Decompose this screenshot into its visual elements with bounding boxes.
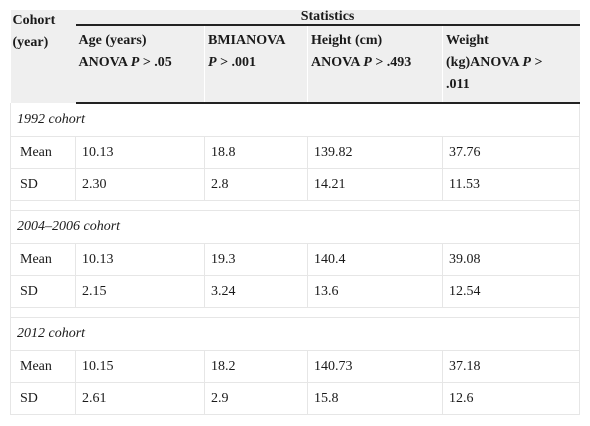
bmi-header-suffix: > .001 <box>216 55 257 70</box>
age-cell: 2.61 <box>75 382 205 415</box>
age-header-suffix: > .05 <box>139 55 172 70</box>
weight-cell: 39.08 <box>441 243 581 276</box>
table-row: Mean 10.13 18.8 139.82 37.76 <box>10 136 581 169</box>
bmi-cell: 18.2 <box>204 350 308 383</box>
weight-cell: 12.6 <box>441 382 581 415</box>
table-body: 1992 cohort Mean 10.13 18.8 139.82 37.76… <box>9 103 581 415</box>
row-label: SD <box>10 168 76 201</box>
age-header-p: P <box>130 55 140 70</box>
height-cell: 15.8 <box>307 382 443 415</box>
spacer-cell <box>9 200 581 211</box>
table-header: Cohort (year) Statistics Age (years) ANO… <box>10 10 580 104</box>
age-cell: 10.13 <box>75 136 205 169</box>
row-label: Mean <box>10 243 76 276</box>
age-cell: 2.15 <box>75 275 205 308</box>
cohort-year-header: Cohort (year) <box>10 10 76 103</box>
weight-cell: 37.76 <box>441 136 581 169</box>
height-cell: 14.21 <box>307 168 443 201</box>
height-header-p: P <box>363 55 372 70</box>
height-column-header: Height (cm) ANOVA P > .493 <box>307 24 443 104</box>
height-header-prefix: ANOVA <box>311 55 364 70</box>
table-row: SD 2.15 3.24 13.6 12.54 <box>10 275 581 308</box>
height-cell: 140.73 <box>307 350 443 383</box>
weight-cell: 37.18 <box>441 350 581 383</box>
weight-column-header: Weight (kg)ANOVA P > .011 <box>441 24 580 104</box>
height-cell: 13.6 <box>307 275 443 308</box>
age-cell: 2.30 <box>75 168 205 201</box>
row-label: SD <box>10 275 76 308</box>
table-row: SD 2.30 2.8 14.21 11.53 <box>10 168 581 201</box>
bmi-column-header: BMIANOVA P > .001 <box>204 24 308 104</box>
spacer-cell <box>9 307 581 318</box>
bmi-header-p: P <box>208 55 217 70</box>
table-row: Mean 10.13 19.3 140.4 39.08 <box>10 243 581 276</box>
weight-cell: 12.54 <box>441 275 581 308</box>
table-row: Mean 10.15 18.2 140.73 37.18 <box>10 350 581 383</box>
group-row: 2004–2006 cohort <box>9 210 581 244</box>
height-header-suffix: > .493 <box>371 55 412 70</box>
bmi-cell: 19.3 <box>204 243 308 276</box>
weight-header-line1: Weight <box>446 33 489 48</box>
bmi-cell: 2.9 <box>204 382 308 415</box>
age-header-prefix: ANOVA <box>78 55 131 70</box>
bmi-header-line1: BMIANOVA <box>208 33 286 48</box>
spacer-row <box>9 200 581 211</box>
age-column-header: Age (years) ANOVA P > .05 <box>75 24 205 104</box>
weight-cell: 11.53 <box>441 168 581 201</box>
table-row: SD 2.61 2.9 15.8 12.6 <box>10 382 581 415</box>
height-header-line1: Height (cm) <box>311 33 383 48</box>
weight-header-p: P <box>522 55 531 70</box>
group-name: 2004–2006 cohort <box>9 210 581 244</box>
weight-header-suffix: > <box>530 55 543 70</box>
weight-header-line3: .011 <box>446 77 470 92</box>
spacer-row <box>9 307 581 318</box>
cohort-header-line1: Cohort <box>12 13 56 28</box>
age-header-line1: Age (years) <box>78 33 147 48</box>
height-cell: 140.4 <box>307 243 443 276</box>
group-name: 2012 cohort <box>9 317 581 351</box>
age-cell: 10.15 <box>75 350 205 383</box>
row-label: Mean <box>10 136 76 169</box>
cohort-header-line2: (year) <box>12 35 49 50</box>
bmi-cell: 3.24 <box>204 275 308 308</box>
group-row: 2012 cohort <box>9 317 581 351</box>
bmi-cell: 2.8 <box>204 168 308 201</box>
height-cell: 139.82 <box>307 136 443 169</box>
statistics-header: Statistics <box>75 10 580 25</box>
group-row: 1992 cohort <box>9 103 581 137</box>
age-cell: 10.13 <box>75 243 205 276</box>
bmi-cell: 18.8 <box>204 136 308 169</box>
row-label: Mean <box>10 350 76 383</box>
statistics-table: Cohort (year) Statistics Age (years) ANO… <box>9 10 581 415</box>
group-name: 1992 cohort <box>9 103 581 137</box>
row-label: SD <box>10 382 76 415</box>
weight-header-prefix: (kg)ANOVA <box>446 55 523 70</box>
